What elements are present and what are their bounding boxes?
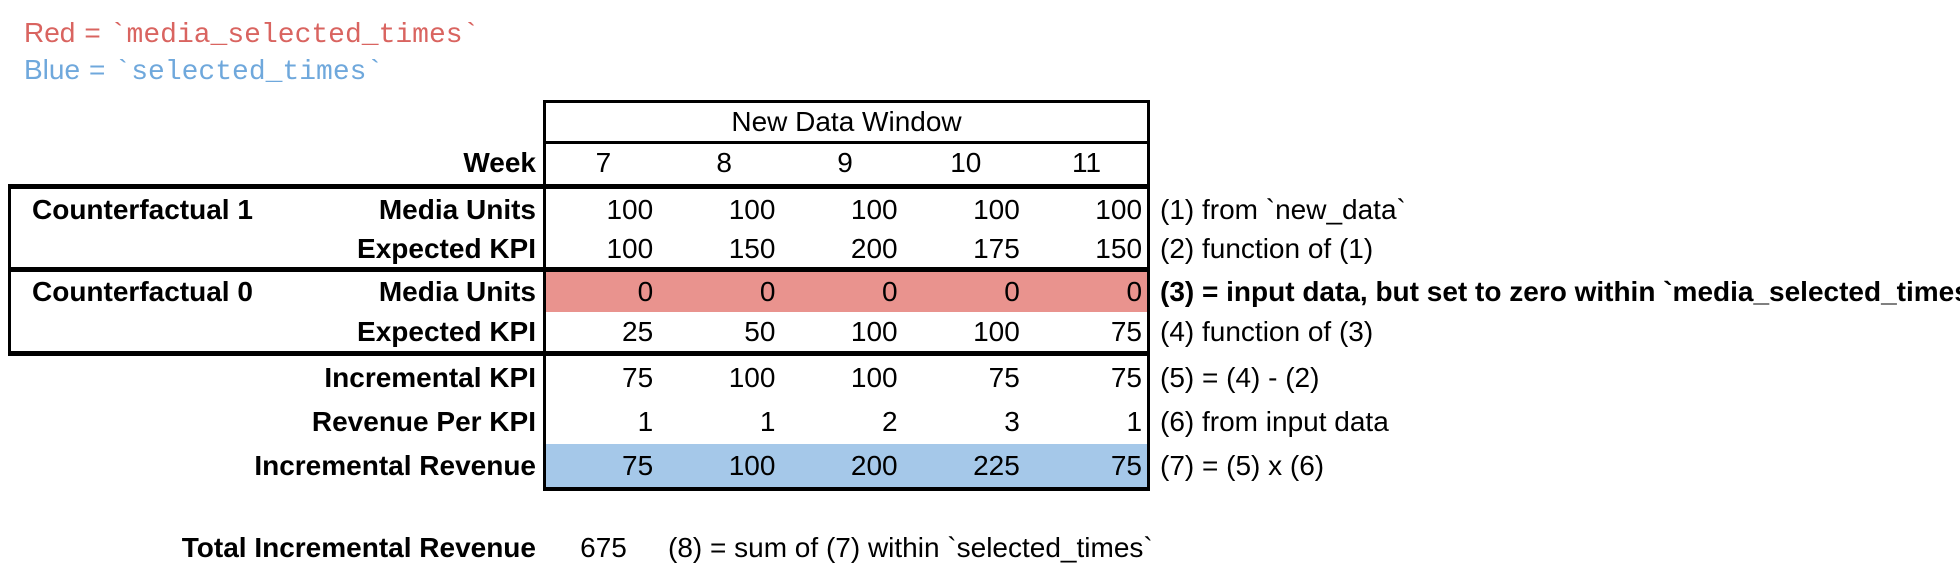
border-cf1-top <box>8 184 1150 189</box>
value-cell: 175 <box>973 233 1020 264</box>
row-label: Media Units <box>378 276 536 307</box>
row-annotation: (1) from `new_data` <box>1160 194 1406 225</box>
week-cell: 10 <box>950 147 982 178</box>
legend-red-equals: = <box>84 17 101 48</box>
value-cell: 75 <box>622 362 654 393</box>
total-annotation: (8) = sum of (7) within `selected_times` <box>668 532 1153 563</box>
row-label: Revenue Per KPI <box>311 406 536 437</box>
row-annotation: (4) function of (3) <box>1160 315 1374 347</box>
row-annotation: (2) function of (1) <box>1160 233 1374 264</box>
value-cell: 0 <box>882 276 898 307</box>
week-row: Week 7 8 9 10 11 <box>0 143 1960 183</box>
value-cell: 150 <box>728 233 776 264</box>
value-cell: 1 <box>759 406 776 437</box>
legend-red-code: `media_selected_times` <box>109 20 480 51</box>
row-values-highlight-red: 0 0 0 0 0 <box>543 272 1147 312</box>
value-cell: 100 <box>973 315 1020 347</box>
border-header-bottom <box>543 141 1150 144</box>
legend-red-line: Red = `media_selected_times` <box>24 14 479 52</box>
legend-blue-equals: = <box>89 54 106 85</box>
total-label: Total Incremental Revenue <box>181 532 536 563</box>
row-label: Expected KPI <box>357 233 536 264</box>
border-data-left <box>543 100 546 491</box>
row-values: 100 100 100 100 100 <box>543 189 1147 231</box>
group-label: Counterfactual 0 <box>32 276 253 307</box>
row-values: 25 50 100 100 75 <box>543 312 1147 351</box>
value-cell: 225 <box>973 449 1020 481</box>
value-cell: 0 <box>1126 276 1143 307</box>
value-cell: 75 <box>988 362 1020 393</box>
total-row: Total Incremental Revenue 675 (8) = sum … <box>0 528 1960 568</box>
week-cell: 9 <box>837 147 853 178</box>
value-cell: 50 <box>744 315 776 347</box>
legend-blue-code: `selected_times` <box>114 57 384 88</box>
row-label: Incremental KPI <box>324 362 536 393</box>
row-label: Incremental Revenue <box>254 449 536 481</box>
border-labels-left <box>8 184 11 356</box>
value-cell: 75 <box>1110 362 1143 393</box>
table-row-incremental-revenue: Incremental Revenue 75 100 200 225 75 (7… <box>0 444 1960 487</box>
table-row-cf0-expected-kpi: Expected KPI 25 50 100 100 75 (4) functi… <box>0 312 1960 351</box>
table-row-cf1-expected-kpi: Expected KPI 100 150 200 175 150 (2) fun… <box>0 231 1960 267</box>
total-value: 675 <box>580 532 627 563</box>
row-values: 1 1 2 3 1 <box>543 400 1147 444</box>
week-values: 7 8 9 10 11 <box>543 143 1147 183</box>
table-row-cf0-media-units: Counterfactual 0 Media Units 0 0 0 0 0 (… <box>0 272 1960 312</box>
row-label: Media Units <box>378 194 536 225</box>
value-cell: 0 <box>759 276 776 307</box>
value-cell: 100 <box>850 194 898 225</box>
row-annotation: (5) = (4) - (2) <box>1160 362 1320 393</box>
border-cf0-top <box>8 267 1150 272</box>
table-row-revenue-per-kpi: Revenue Per KPI 1 1 2 3 1 (6) from input… <box>0 400 1960 444</box>
table-row-incremental-kpi: Incremental KPI 75 100 100 75 75 (5) = (… <box>0 356 1960 400</box>
value-cell: 100 <box>728 194 776 225</box>
value-cell: 150 <box>1095 233 1143 264</box>
row-values: 75 100 100 75 75 <box>543 356 1147 400</box>
value-cell: 75 <box>622 449 654 481</box>
week-label: Week <box>463 147 536 178</box>
row-values: 100 150 200 175 150 <box>543 231 1147 267</box>
value-cell: 100 <box>973 194 1020 225</box>
new-data-window-header: New Data Window <box>731 106 962 137</box>
border-header-top <box>543 100 1150 103</box>
week-cell: 7 <box>595 147 612 178</box>
row-annotation: (3) = input data, but set to zero within… <box>1160 276 1960 307</box>
value-cell: 0 <box>637 276 654 307</box>
table-row-cf1-media-units: Counterfactual 1 Media Units 100 100 100… <box>0 189 1960 231</box>
value-cell: 100 <box>850 315 898 347</box>
legend-blue-line: Blue = `selected_times` <box>24 51 383 89</box>
border-cf0-bottom <box>8 351 1150 356</box>
value-cell: 200 <box>850 449 898 481</box>
border-data-right <box>1147 100 1150 491</box>
value-cell: 100 <box>606 233 654 264</box>
value-cell: 25 <box>622 315 654 347</box>
row-annotation: (6) from input data <box>1160 406 1389 437</box>
border-table-bottom <box>543 487 1150 491</box>
value-cell: 100 <box>1095 194 1143 225</box>
row-annotation: (7) = (5) x (6) <box>1160 449 1325 481</box>
value-cell: 2 <box>882 406 898 437</box>
value-cell: 75 <box>1110 449 1143 481</box>
legend-red-label: Red <box>24 17 76 48</box>
value-cell: 100 <box>850 362 898 393</box>
value-cell: 75 <box>1110 315 1143 347</box>
week-cell: 8 <box>716 147 732 178</box>
group-label: Counterfactual 1 <box>32 194 253 225</box>
value-cell: 100 <box>728 449 776 481</box>
row-values-highlight-blue: 75 100 200 225 75 <box>543 444 1147 487</box>
value-cell: 1 <box>1126 406 1143 437</box>
value-cell: 0 <box>1004 276 1020 307</box>
row-label: Expected KPI <box>357 315 536 347</box>
week-cell: 11 <box>1072 147 1102 178</box>
value-cell: 1 <box>637 406 654 437</box>
value-cell: 200 <box>850 233 898 264</box>
value-cell: 100 <box>728 362 776 393</box>
legend-blue-label: Blue <box>24 54 81 85</box>
value-cell: 100 <box>606 194 654 225</box>
value-cell: 3 <box>1004 406 1020 437</box>
